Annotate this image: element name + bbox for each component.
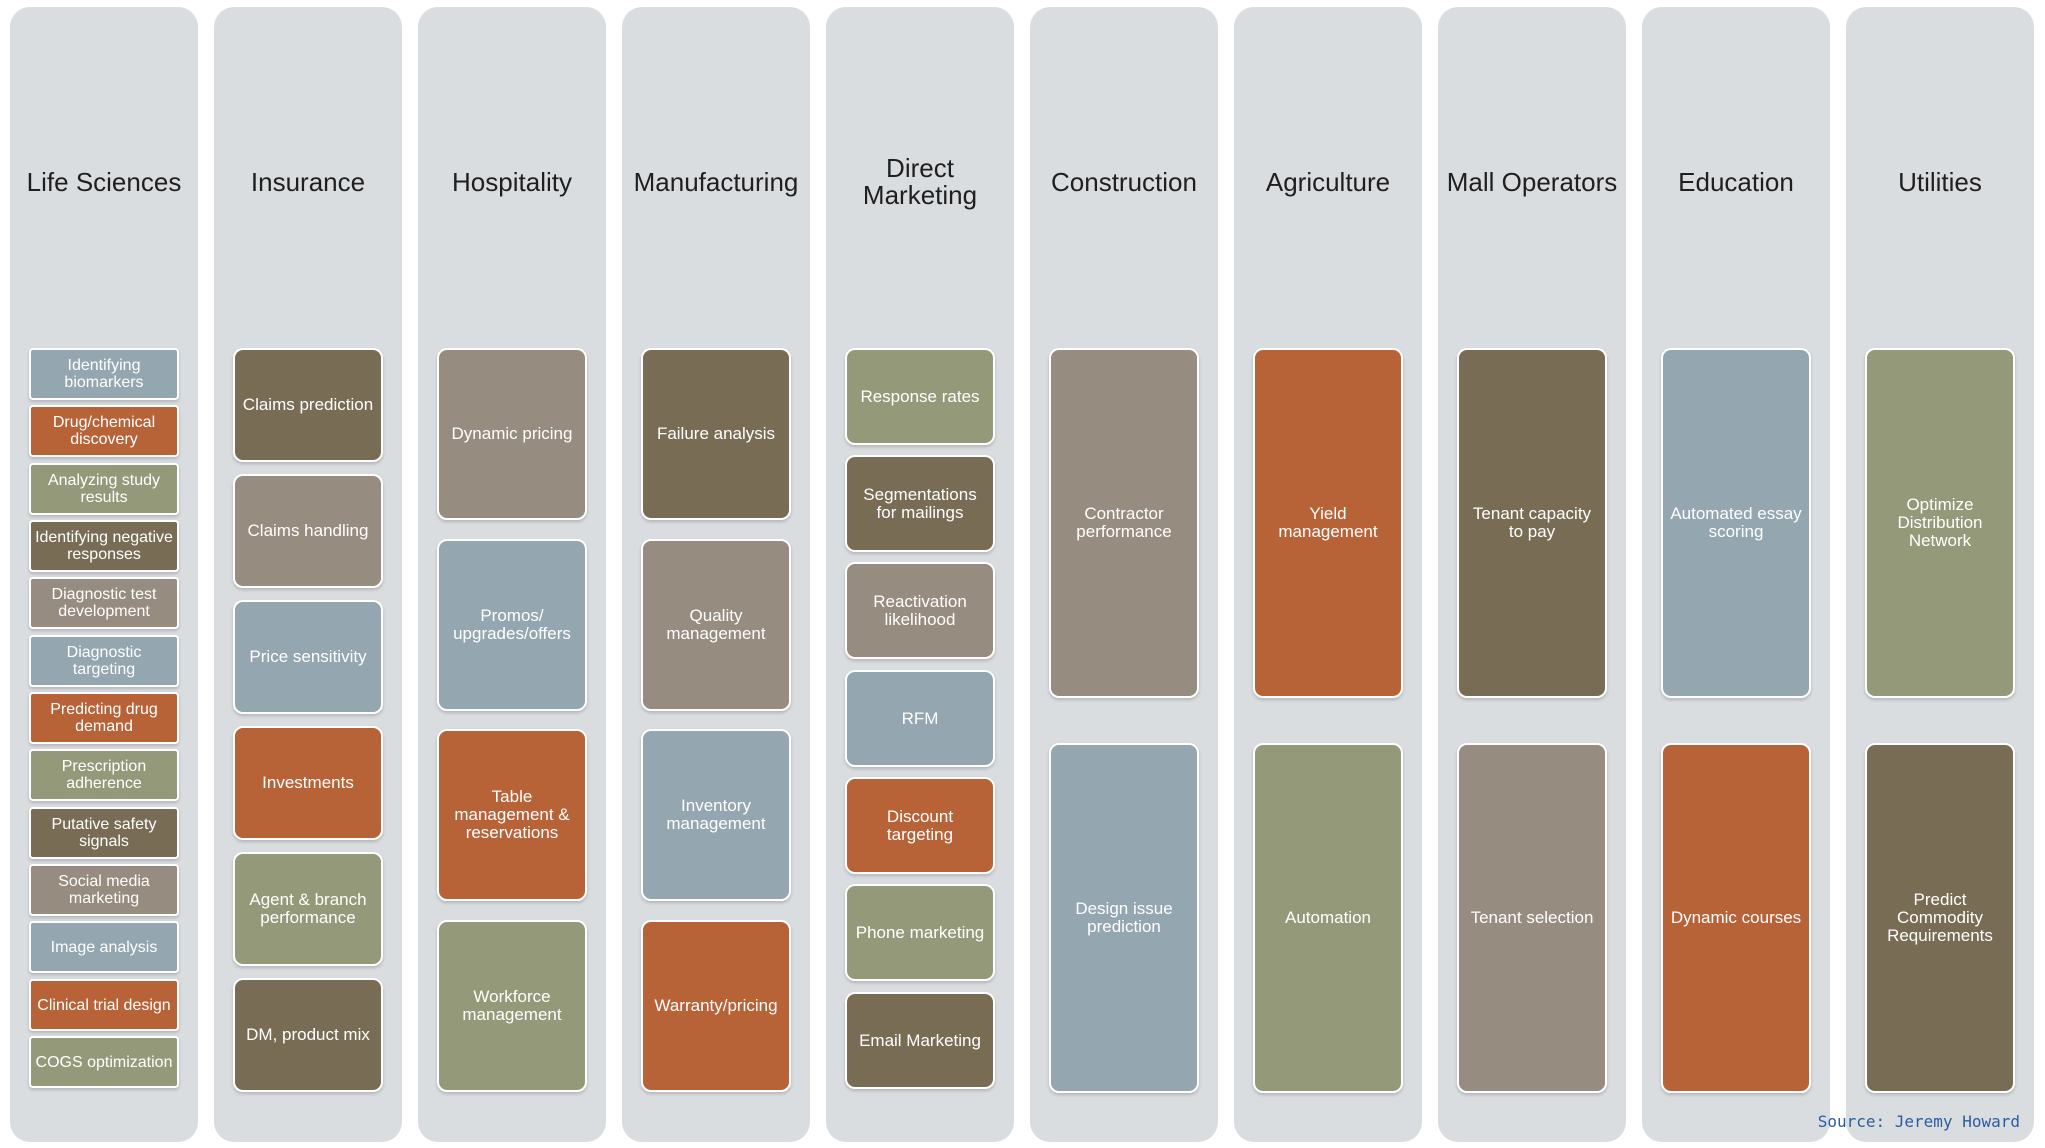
tile-contractor-performance: Contractor performance (1049, 348, 1199, 698)
tile-tenant-capacity-to-pay: Tenant capacity to pay (1457, 348, 1607, 698)
tile-social-media-marketing: Social media marketing (29, 864, 179, 916)
tile-identifying-negative-responses: Identifying negative responses (29, 520, 179, 572)
column-title: Construction (1051, 166, 1197, 197)
tile-claims-prediction: Claims prediction (233, 348, 383, 462)
tile-yield-management: Yield management (1253, 348, 1403, 698)
column-agriculture: Agriculture Yield management Automation (1234, 7, 1422, 1142)
tile-diagnostic-targeting: Diagnostic targeting (29, 635, 179, 687)
source-credit: Source: Jeremy Howard (1817, 1112, 2020, 1131)
tile-reactivation-likelihood: Reactivation likelihood (845, 562, 995, 659)
tile-dm-product-mix: DM, product mix (233, 978, 383, 1092)
tile-inventory-management: Inventory management (641, 729, 791, 901)
column-title: Life Sciences (26, 166, 182, 197)
tile-optimize-distribution-network: Optimize Distribution Network (1865, 348, 2015, 698)
column-direct-marketing: Direct Marketing Response rates Segmenta… (826, 7, 1014, 1142)
tile-diagnostic-test-development: Diagnostic test development (29, 577, 179, 629)
tile-claims-handling: Claims handling (233, 474, 383, 588)
column-title: Insurance (250, 166, 366, 197)
tile-identifying-biomarkers: Identifying biomarkers (29, 348, 179, 400)
column-hospitality: Hospitality Dynamic pricing Promos/ upgr… (418, 7, 606, 1142)
tile-email-marketing: Email Marketing (845, 992, 995, 1089)
tile-segmentations-for-mailings: Segmentations for mailings (845, 455, 995, 552)
tile-promos-upgrades-offers: Promos/ upgrades/offers (437, 539, 587, 711)
tile-automation: Automation (1253, 743, 1403, 1093)
tile-design-issue-prediction: Design issue prediction (1049, 743, 1199, 1093)
column-utilities: Utilities Optimize Distribution Network … (1846, 7, 2034, 1142)
column-life-sciences: Life Sciences Identifying biomarkers Dru… (10, 7, 198, 1142)
column-construction: Construction Contractor performance Desi… (1030, 7, 1218, 1142)
tile-rfm: RFM (845, 670, 995, 767)
tile-predict-commodity-requirements: Predict Commodity Requirements (1865, 743, 2015, 1093)
tile-investments: Investments (233, 726, 383, 840)
column-title: Agriculture (1265, 166, 1391, 197)
tile-quality-management: Quality management (641, 539, 791, 711)
column-title: Manufacturing (633, 166, 799, 197)
tile-dynamic-pricing: Dynamic pricing (437, 348, 587, 520)
tile-cogs-optimization: COGS optimization (29, 1036, 179, 1088)
tile-failure-analysis: Failure analysis (641, 348, 791, 520)
column-insurance: Insurance Claims prediction Claims handl… (214, 7, 402, 1142)
tile-phone-marketing: Phone marketing (845, 884, 995, 981)
tile-response-rates: Response rates (845, 348, 995, 445)
tile-predicting-drug-demand: Predicting drug demand (29, 692, 179, 744)
tile-image-analysis: Image analysis (29, 921, 179, 973)
tile-table-management-reservations: Table management & reservations (437, 729, 587, 901)
tile-drug-chemical-discovery: Drug/chemical discovery (29, 405, 179, 457)
tile-analyzing-study-results: Analyzing study results (29, 463, 179, 515)
column-title: Education (1678, 166, 1794, 197)
tile-putative-safety-signals: Putative safety signals (29, 807, 179, 859)
tile-prescription-adherence: Prescription adherence (29, 749, 179, 801)
tile-warranty-pricing: Warranty/pricing (641, 920, 791, 1092)
column-title: Mall Operators (1446, 166, 1618, 197)
column-title: Hospitality (452, 166, 572, 197)
tile-tenant-selection: Tenant selection (1457, 743, 1607, 1093)
tile-dynamic-courses: Dynamic courses (1661, 743, 1811, 1093)
tile-agent-branch-performance: Agent & branch performance (233, 852, 383, 966)
column-education: Education Automated essay scoring Dynami… (1642, 7, 1830, 1142)
tile-discount-targeting: Discount targeting (845, 777, 995, 874)
column-mall-operators: Mall Operators Tenant capacity to pay Te… (1438, 7, 1626, 1142)
tile-workforce-management: Workforce management (437, 920, 587, 1092)
column-manufacturing: Manufacturing Failure analysis Quality m… (622, 7, 810, 1142)
tile-clinical-trial-design: Clinical trial design (29, 979, 179, 1031)
column-title: Utilities (1898, 166, 1982, 197)
column-title: Direct Marketing (862, 153, 978, 210)
tile-automated-essay-scoring: Automated essay scoring (1661, 348, 1811, 698)
tile-price-sensitivity: Price sensitivity (233, 600, 383, 714)
